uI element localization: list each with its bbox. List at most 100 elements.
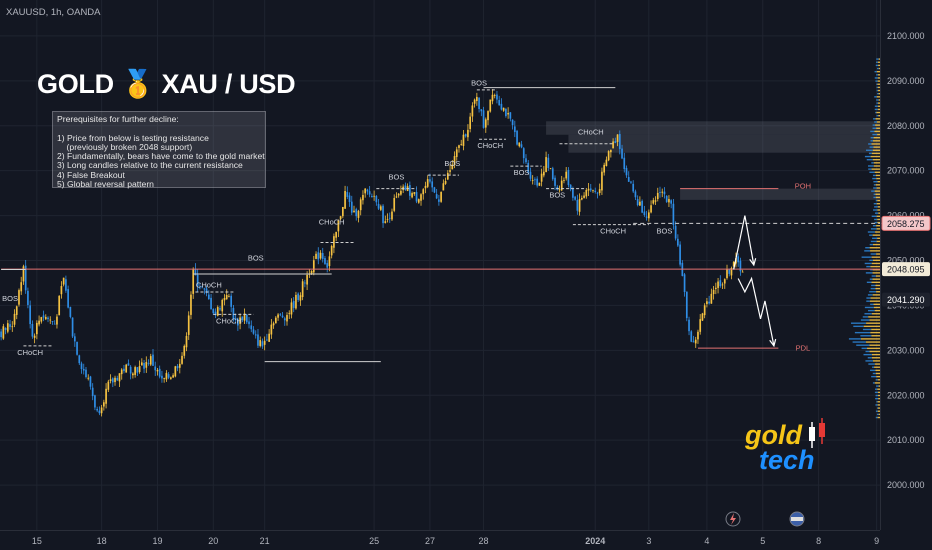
candle-body xyxy=(627,177,630,182)
volume-bar xyxy=(872,382,875,384)
candle-body xyxy=(464,134,467,137)
candle-body xyxy=(140,362,143,366)
candle-body xyxy=(301,281,304,297)
candle-body xyxy=(13,313,16,325)
candle-body xyxy=(257,334,259,346)
volume-bar xyxy=(878,58,880,60)
volume-bar xyxy=(869,234,873,236)
volume-bar xyxy=(874,221,878,224)
candle-body xyxy=(234,318,237,321)
volume-bar xyxy=(872,237,878,239)
candle-body xyxy=(156,369,159,372)
volume-bar xyxy=(868,165,874,167)
candle-body xyxy=(277,314,279,318)
volume-bar xyxy=(876,228,880,230)
time-tick: 4 xyxy=(704,536,709,546)
candle-body xyxy=(270,324,273,335)
volume-bar xyxy=(877,133,880,136)
candle-body xyxy=(433,187,436,193)
candle-body xyxy=(362,194,364,201)
candle-body xyxy=(292,301,295,308)
candle-body xyxy=(315,253,317,259)
level-zones xyxy=(546,121,880,200)
candle-body xyxy=(400,190,402,195)
volume-bar xyxy=(875,394,879,397)
volume-bar xyxy=(874,96,877,98)
volume-bar xyxy=(866,297,871,299)
candle-body xyxy=(237,319,239,326)
volume-bar xyxy=(871,190,875,192)
lightning-icon[interactable] xyxy=(725,511,741,527)
time-tick: 20 xyxy=(208,536,218,546)
volume-bar xyxy=(877,61,880,63)
candle-body xyxy=(393,198,396,211)
candle-body xyxy=(326,263,329,268)
candle-body xyxy=(138,366,141,373)
volume-bar xyxy=(869,344,880,346)
candle-body xyxy=(656,192,659,200)
candle-body xyxy=(429,179,431,182)
candle-body xyxy=(386,219,389,220)
candle-body xyxy=(543,171,545,176)
volume-bar xyxy=(876,114,879,117)
candle-body xyxy=(612,141,614,149)
volume-bar xyxy=(871,281,880,284)
bottom-icons[interactable] xyxy=(725,511,805,527)
volume-bar xyxy=(869,300,880,302)
volume-bar xyxy=(875,379,878,381)
candle-body xyxy=(259,340,262,346)
candle-body xyxy=(324,258,326,265)
candle-body xyxy=(489,99,492,112)
volume-bar xyxy=(874,382,880,384)
volume-bar xyxy=(878,99,880,101)
volume-bar xyxy=(870,269,873,271)
volume-bar xyxy=(875,184,880,186)
candle-body xyxy=(203,288,206,290)
logo-candles-icon xyxy=(809,418,825,448)
volume-bar xyxy=(867,347,880,350)
candle-body xyxy=(56,316,58,325)
candle-body xyxy=(647,212,650,219)
candle-body xyxy=(172,375,174,378)
candle-body xyxy=(178,363,181,368)
volume-bar xyxy=(877,181,880,183)
structure-annotations: BOS CHoCH BOS CHoCH CHoCH CHoCH BOS BOS BOS CHoCH… xyxy=(2,78,811,356)
candle-body xyxy=(469,116,472,129)
candle-body xyxy=(659,192,661,193)
structure-label: CHoCH xyxy=(477,141,503,150)
candle-body xyxy=(741,271,744,273)
candle-body xyxy=(379,206,382,210)
candle-body xyxy=(408,185,411,196)
candle-body xyxy=(652,200,655,204)
candle-body xyxy=(364,188,367,194)
candle-body xyxy=(42,315,45,318)
candle-body xyxy=(161,375,163,379)
candle-body xyxy=(706,301,708,305)
candle-body xyxy=(442,183,445,191)
candle-body xyxy=(435,194,438,199)
candle-body xyxy=(261,341,264,347)
volume-bar xyxy=(875,416,878,419)
candle-body xyxy=(183,345,186,356)
structure-label: BOS xyxy=(471,78,487,87)
candle-body xyxy=(341,206,344,217)
volume-bar xyxy=(875,287,880,290)
volume-bar xyxy=(874,309,880,312)
volume-bar xyxy=(869,247,880,249)
candle-body xyxy=(199,287,201,289)
volume-bar xyxy=(877,416,880,419)
candle-body xyxy=(85,369,87,378)
volume-bar xyxy=(875,388,878,390)
candle-body xyxy=(580,197,583,200)
candle-body xyxy=(297,293,300,300)
time-axis[interactable]: 15 18 19 20 21 25 27 28 2024 3 4 5 8 9 xyxy=(0,530,880,547)
candle-body xyxy=(480,109,483,112)
structure-label: BOS xyxy=(2,294,18,303)
volume-bar xyxy=(862,316,869,318)
candle-body xyxy=(616,134,619,142)
volume-bar xyxy=(877,379,880,381)
candles xyxy=(0,89,744,417)
price-axis[interactable]: 2000.0002010.0002020.0002030.0002040.000… xyxy=(880,0,931,530)
candle-body xyxy=(114,377,116,383)
